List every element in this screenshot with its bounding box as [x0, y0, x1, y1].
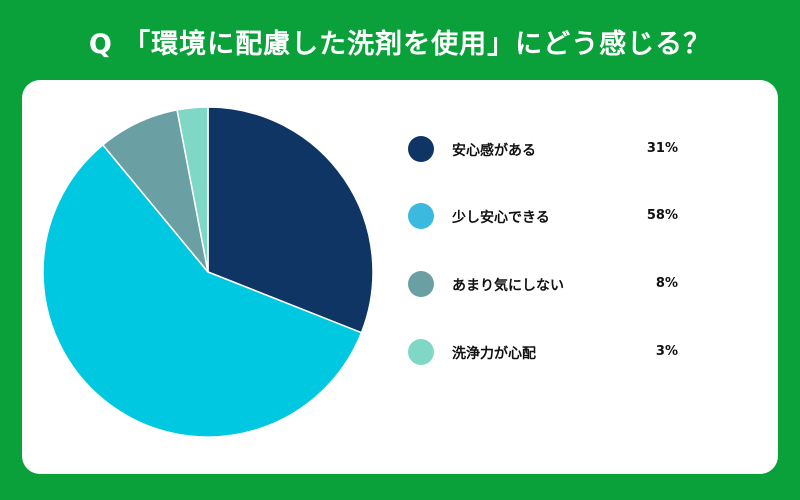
pie-slice	[42, 143, 363, 438]
pie-slice	[176, 106, 209, 273]
pie-slice	[207, 106, 374, 334]
chart-title: Q 「環境に配慮した洗剤を使用」にどう感じる？	[88, 29, 712, 60]
pie-chart	[42, 106, 374, 438]
